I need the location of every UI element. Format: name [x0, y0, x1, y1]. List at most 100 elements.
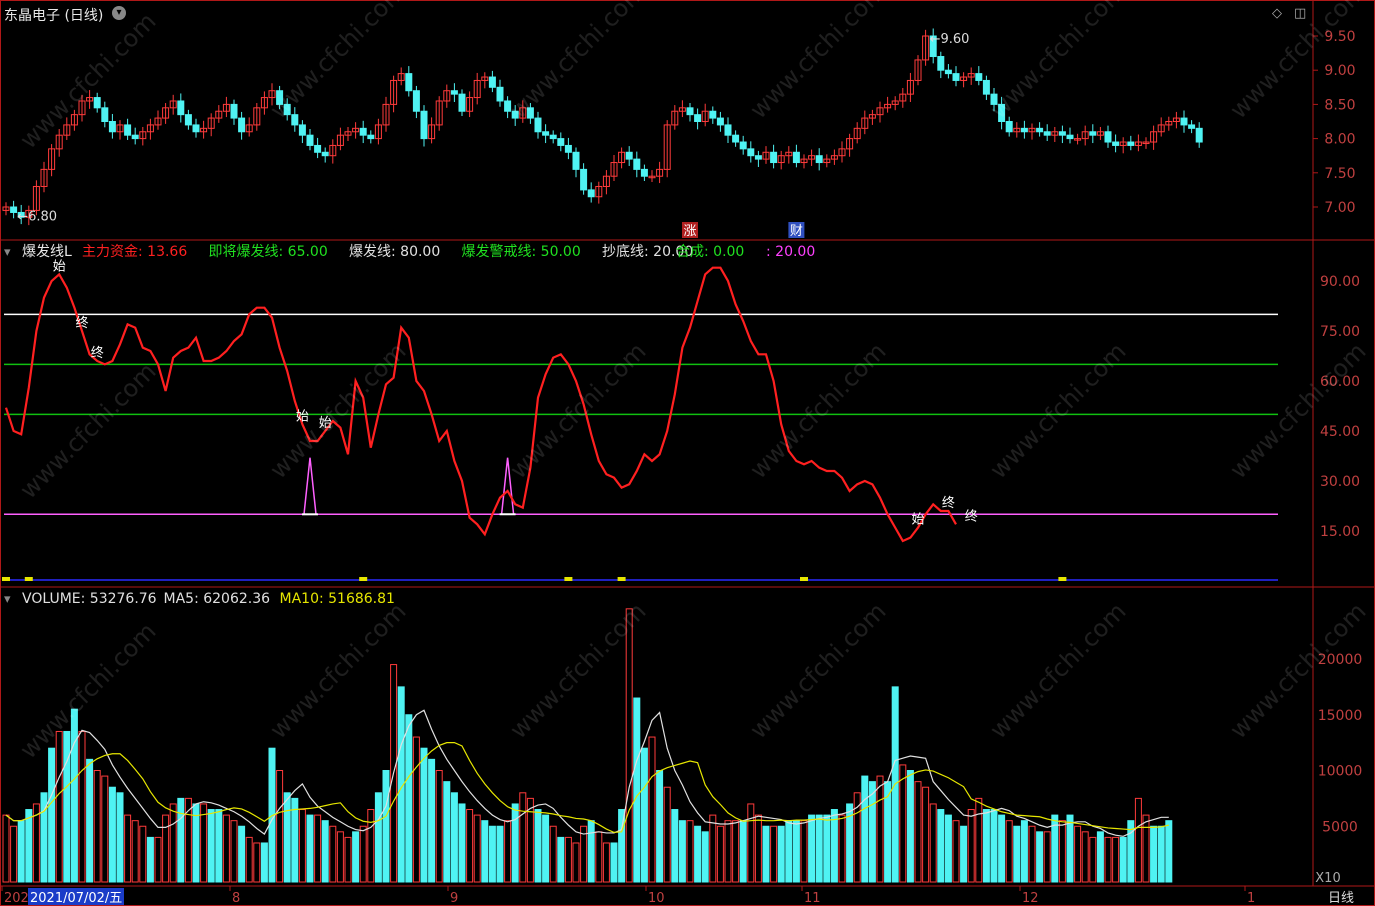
volume-bar — [922, 786, 930, 883]
volume-bar — [595, 831, 603, 883]
candle — [823, 158, 831, 164]
diamond-icon[interactable]: ◇ — [1272, 6, 1282, 21]
baseline-marker — [1058, 577, 1067, 581]
volume-bar — [215, 809, 223, 883]
volume-bar — [678, 820, 686, 883]
volume-bar — [238, 825, 246, 883]
volume-bar — [686, 820, 694, 883]
volume-bar — [542, 814, 550, 883]
min-price-label: ←6.80 — [17, 209, 57, 224]
candle — [321, 151, 329, 157]
candle — [283, 103, 291, 116]
volume-bar — [785, 820, 793, 883]
volume-bar — [853, 792, 861, 883]
candle — [671, 110, 679, 126]
candle — [382, 103, 390, 126]
volume-bar — [572, 842, 580, 883]
candle — [1127, 141, 1135, 146]
volume-bar — [306, 814, 314, 883]
signal-label: 始 — [319, 416, 332, 431]
volume-bar — [131, 820, 139, 883]
volume-bar — [1074, 825, 1082, 883]
volume-bar — [466, 809, 474, 883]
candle — [998, 103, 1006, 123]
candle — [329, 144, 337, 157]
candle — [640, 168, 648, 177]
candle — [762, 151, 770, 160]
volume-bar — [823, 814, 831, 883]
candle — [55, 134, 63, 150]
volume-bar — [367, 809, 375, 883]
candle — [1074, 138, 1082, 141]
cursor-date-box — [28, 888, 124, 905]
candle — [899, 93, 907, 102]
candle — [1096, 131, 1104, 136]
volume-bar — [610, 842, 618, 883]
candle — [268, 90, 276, 99]
candle — [1150, 131, 1158, 143]
volume-bar — [534, 809, 542, 883]
candle — [1112, 141, 1120, 146]
volume-bar — [830, 809, 838, 883]
volume-bar — [2, 814, 10, 883]
volume-bar — [336, 831, 344, 883]
volume-bar — [982, 809, 990, 883]
candle — [534, 117, 542, 133]
watermark: www.cfchi.com — [14, 617, 161, 764]
volume-unit-label: X10 — [1315, 871, 1340, 886]
volume-bar — [55, 730, 63, 883]
candle — [10, 206, 18, 213]
volume-bar — [488, 825, 496, 883]
watermark: www.cfchi.com — [14, 357, 161, 504]
candle — [511, 110, 519, 119]
volume-bar — [564, 836, 572, 883]
candle — [861, 117, 869, 129]
indicator-name: 爆发线L — [22, 244, 72, 260]
volume-bar — [861, 775, 869, 883]
candle — [488, 76, 496, 88]
volume-bar — [1165, 820, 1173, 883]
candle — [222, 103, 230, 112]
x-tick-label: 8 — [232, 891, 240, 906]
volume-bar — [78, 730, 86, 883]
volume-bar — [40, 792, 48, 883]
volume-bar — [511, 803, 519, 883]
volume-bar — [739, 820, 747, 883]
candle — [891, 100, 899, 105]
volume-bar — [526, 797, 534, 883]
candle — [716, 117, 724, 126]
watermark: www.cfchi.com — [264, 337, 411, 484]
candle — [587, 189, 595, 198]
window-toggle-icon[interactable]: ◫ — [1294, 6, 1307, 21]
volume-bar — [352, 831, 360, 883]
candle — [260, 97, 268, 109]
candle — [428, 124, 436, 140]
dropdown-icon[interactable]: ▾ — [112, 6, 126, 20]
x-tick-label: 10 — [648, 891, 665, 906]
y-tick-label: 30.00 — [1320, 474, 1360, 490]
watermark: www.cfchi.com — [504, 337, 651, 484]
candle — [846, 138, 854, 150]
volume-bar — [32, 803, 40, 883]
candle — [276, 90, 284, 105]
ma10-line — [5, 742, 1169, 833]
volume-bar — [1142, 814, 1150, 883]
candle — [724, 124, 732, 136]
candle — [1020, 127, 1028, 133]
volume-bar — [260, 842, 268, 883]
volume-bar — [709, 814, 717, 883]
y-tick-label: 20000 — [1318, 652, 1363, 668]
volume-bar — [800, 820, 808, 883]
volume-bar — [1127, 820, 1135, 883]
volume-bar — [656, 770, 664, 883]
volume-bar — [762, 825, 770, 883]
volume-bar — [777, 825, 785, 883]
volume-bar — [420, 747, 428, 883]
candle — [526, 107, 534, 119]
candle — [754, 155, 762, 160]
volume-bar — [876, 775, 884, 883]
candle — [1157, 124, 1165, 133]
volume-bar — [1157, 825, 1165, 883]
candle — [982, 79, 990, 95]
